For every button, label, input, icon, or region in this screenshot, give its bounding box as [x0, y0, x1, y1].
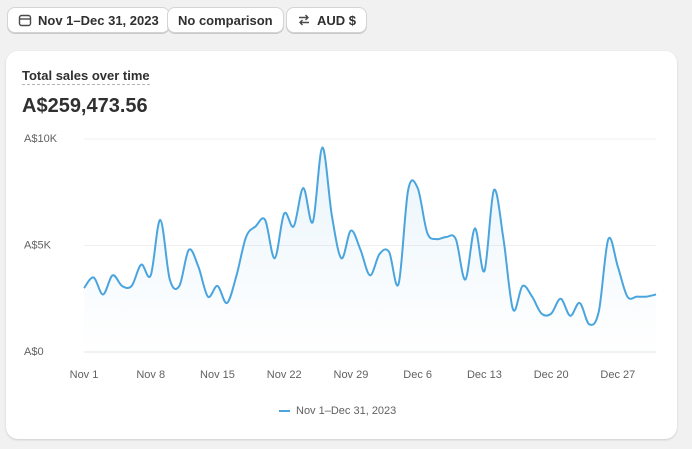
- x-tick-label: Nov 15: [200, 369, 235, 381]
- comparison-button[interactable]: No comparison: [167, 7, 284, 33]
- calendar-icon: [18, 14, 32, 27]
- series-line: [83, 146, 657, 326]
- date-range-button[interactable]: Nov 1–Dec 31, 2023: [7, 7, 170, 33]
- x-tick-label: Dec 27: [600, 369, 635, 381]
- currency: AUD $: [317, 12, 357, 28]
- currency-button[interactable]: AUD $: [286, 7, 368, 33]
- y-tick-label: A$5K: [24, 239, 52, 251]
- y-tick-label: A$10K: [24, 133, 58, 145]
- series-area: [84, 147, 656, 352]
- x-tick-label: Nov 1: [70, 369, 99, 381]
- card-title[interactable]: Total sales over time: [22, 68, 150, 85]
- x-tick-label: Nov 22: [267, 369, 302, 381]
- comparison: No comparison: [178, 12, 273, 28]
- x-tick-label: Dec 6: [403, 369, 432, 381]
- x-tick-label: Dec 13: [467, 369, 502, 381]
- y-tick-label: A$0: [24, 346, 44, 358]
- total-sales: A$259,473.56: [22, 95, 148, 117]
- x-tick-label: Nov 29: [334, 369, 369, 381]
- x-tick-label: Dec 20: [534, 369, 569, 381]
- legend-label: Nov 1–Dec 31, 2023: [296, 405, 396, 417]
- x-tick-label: Nov 8: [136, 369, 165, 381]
- swap-icon: [299, 14, 309, 26]
- date-range: Nov 1–Dec 31, 2023: [38, 12, 159, 28]
